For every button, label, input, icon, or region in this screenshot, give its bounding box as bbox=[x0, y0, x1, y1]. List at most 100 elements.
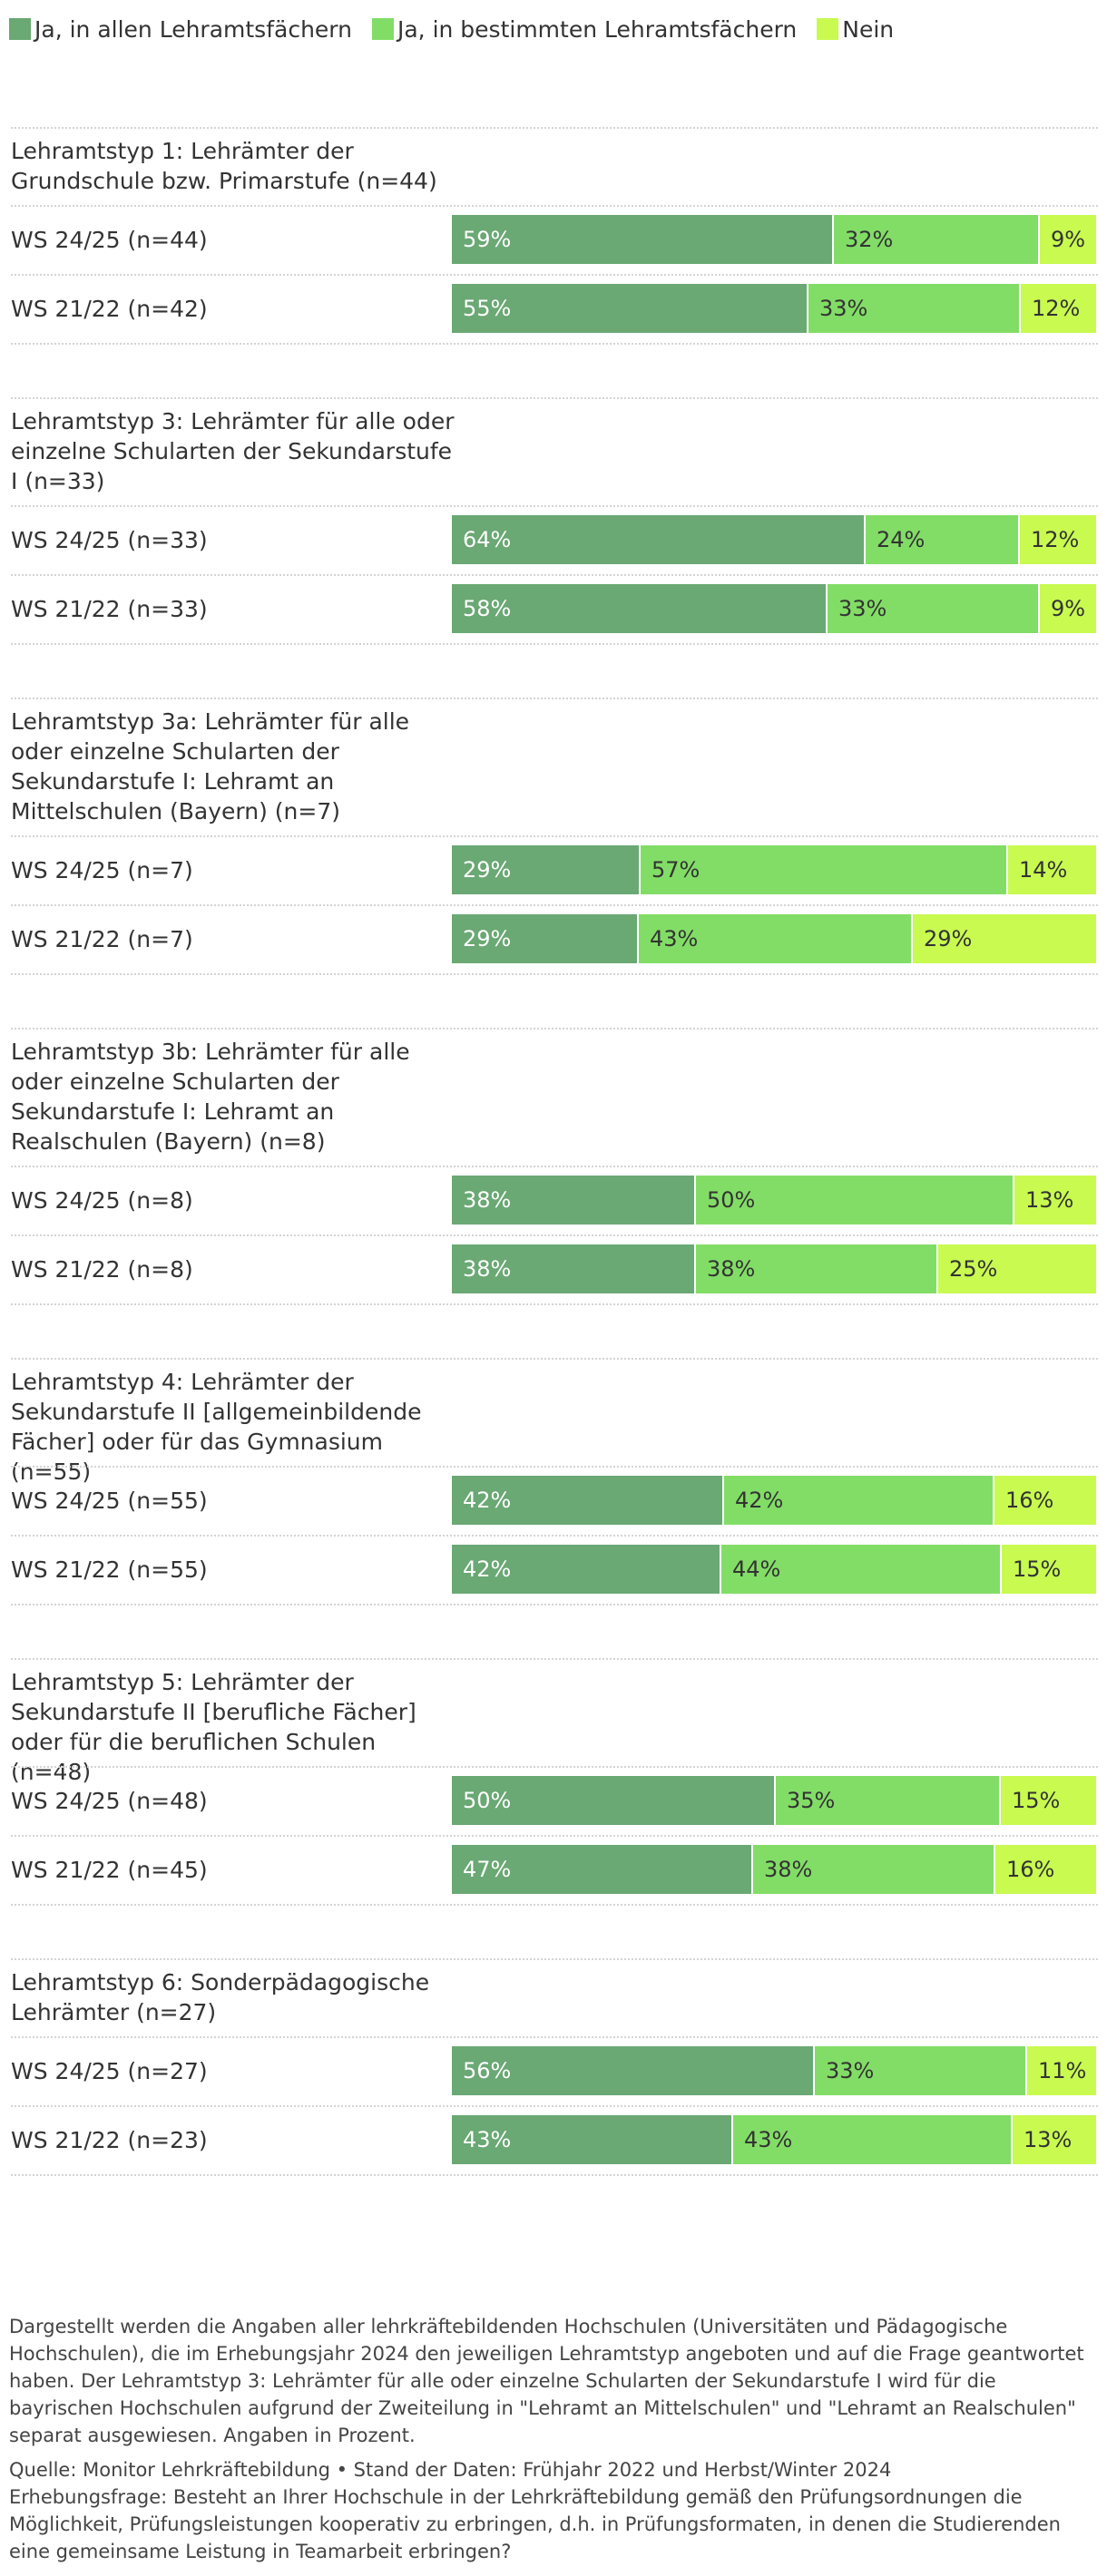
bar-segment-dark: 56% bbox=[452, 2046, 813, 2095]
data-label: 16% bbox=[1006, 1857, 1055, 1882]
bar-segment-light: 12% bbox=[1018, 515, 1096, 564]
row-divider bbox=[11, 973, 1098, 975]
data-label: 38% bbox=[463, 1256, 512, 1282]
data-label: 15% bbox=[1012, 1788, 1061, 1813]
notes-question: Erhebungsfrage: Besteht an Ihrer Hochsch… bbox=[9, 2486, 1061, 2562]
data-label: 57% bbox=[651, 857, 700, 883]
row-divider bbox=[11, 1958, 1098, 1960]
row-label: WS 21/22 (n=55) bbox=[11, 1556, 208, 1583]
row-label: WS 21/22 (n=7) bbox=[11, 925, 193, 952]
bar-segment-light: 15% bbox=[999, 1776, 1096, 1825]
bar-segment-dark: 29% bbox=[452, 914, 637, 963]
stacked-bar: 43% 43% 13% bbox=[452, 2115, 1096, 2164]
group-title: Lehramtstyp 1: Lehrämter der Grundschule… bbox=[11, 138, 437, 194]
data-label: 58% bbox=[463, 596, 512, 621]
row-label: WS 24/25 (n=33) bbox=[11, 526, 208, 553]
bar-segment-light: 11% bbox=[1025, 2046, 1096, 2095]
data-label: 42% bbox=[735, 1488, 784, 1513]
bar-segment-light: 29% bbox=[911, 914, 1096, 963]
stacked-bar: 38% 50% 13% bbox=[452, 1176, 1096, 1225]
stacked-bar: 38% 38% 25% bbox=[452, 1244, 1096, 1293]
bar-segment-light: 12% bbox=[1019, 284, 1096, 333]
group-title: Lehramtstyp 4: Lehrämter der Sekundarstu… bbox=[11, 1369, 422, 1485]
bar-segment-dark: 59% bbox=[452, 215, 832, 264]
stacked-bar-chart: Lehramtstyp 1: Lehrämter der Grundschule… bbox=[11, 127, 1098, 2176]
notes-description: Dargestellt werden die Angaben aller leh… bbox=[9, 2316, 1084, 2446]
bar-segment-mid: 33% bbox=[826, 584, 1038, 633]
stacked-bar: 59% 32% 9% bbox=[452, 215, 1096, 264]
data-label: 42% bbox=[463, 1488, 512, 1513]
row-divider bbox=[11, 1658, 1098, 1660]
data-label: 38% bbox=[463, 1187, 512, 1213]
row-label: WS 24/25 (n=48) bbox=[11, 1787, 208, 1814]
data-label: 13% bbox=[1025, 1187, 1074, 1213]
row-label: WS 21/22 (n=33) bbox=[11, 595, 208, 622]
bar-segment-light: 14% bbox=[1006, 845, 1096, 894]
row-divider bbox=[11, 1028, 1098, 1029]
bar-segment-mid: 33% bbox=[807, 284, 1019, 333]
stacked-bar: 47% 38% 16% bbox=[452, 1845, 1096, 1894]
data-label: 24% bbox=[877, 527, 926, 552]
row-divider bbox=[11, 205, 1098, 207]
bar-segment-light: 16% bbox=[994, 1845, 1096, 1894]
legend-label: Ja, in allen Lehramtsfächern bbox=[34, 15, 352, 43]
bar-segment-light: 13% bbox=[1013, 1176, 1096, 1225]
data-label: 12% bbox=[1032, 296, 1081, 321]
row-label: WS 21/22 (n=8) bbox=[11, 1255, 193, 1283]
data-label: 11% bbox=[1038, 2058, 1087, 2083]
row-divider bbox=[11, 904, 1098, 906]
data-label: 59% bbox=[463, 227, 512, 252]
row-label: WS 24/25 (n=8) bbox=[11, 1186, 193, 1214]
data-label: 14% bbox=[1019, 857, 1068, 883]
row-divider bbox=[11, 698, 1098, 699]
row-divider bbox=[11, 274, 1098, 276]
bar-segment-light: 16% bbox=[993, 1476, 1096, 1525]
stacked-bar: 50% 35% 15% bbox=[452, 1776, 1096, 1825]
legend-swatch-lime bbox=[817, 18, 839, 40]
legend-item-all-subjects: Ja, in allen Lehramtsfächern bbox=[9, 16, 352, 43]
row-divider bbox=[11, 643, 1098, 645]
row-label: WS 21/22 (n=23) bbox=[11, 2126, 208, 2153]
row-divider bbox=[11, 505, 1098, 507]
legend-item-no: Nein bbox=[817, 16, 894, 43]
bar-segment-dark: 29% bbox=[452, 845, 639, 894]
data-label: 35% bbox=[787, 1788, 836, 1813]
row-label: WS 24/25 (n=27) bbox=[11, 2057, 208, 2084]
row-divider bbox=[11, 397, 1098, 399]
stacked-bar: 29% 43% 29% bbox=[452, 914, 1096, 963]
row-divider bbox=[11, 343, 1098, 345]
data-label: 56% bbox=[463, 2058, 512, 2083]
bar-segment-mid: 38% bbox=[751, 1845, 994, 1894]
data-label: 33% bbox=[826, 2058, 875, 2083]
data-label: 25% bbox=[949, 1256, 998, 1282]
bar-segment-mid: 43% bbox=[637, 914, 911, 963]
row-divider bbox=[11, 127, 1098, 129]
bar-segment-dark: 47% bbox=[452, 1845, 751, 1894]
legend-swatch-green bbox=[371, 18, 394, 40]
data-label: 43% bbox=[650, 926, 699, 951]
legend-label: Nein bbox=[842, 15, 895, 43]
bar-segment-mid: 33% bbox=[813, 2046, 1025, 2095]
bar-segment-mid: 24% bbox=[864, 515, 1018, 564]
bar-segment-mid: 38% bbox=[694, 1244, 936, 1293]
chart-notes: Dargestellt werden die Angaben aller leh… bbox=[9, 2313, 1093, 2565]
data-label: 43% bbox=[744, 2127, 793, 2152]
data-label: 47% bbox=[463, 1857, 512, 1882]
legend: Ja, in allen Lehramtsfächern Ja, in best… bbox=[9, 11, 914, 47]
data-label: 33% bbox=[819, 296, 868, 321]
data-label: 43% bbox=[463, 2127, 512, 2152]
row-divider bbox=[11, 2105, 1098, 2107]
data-label: 29% bbox=[924, 926, 973, 951]
row-divider bbox=[11, 2174, 1098, 2176]
data-label: 42% bbox=[463, 1556, 512, 1582]
row-label: WS 24/25 (n=55) bbox=[11, 1487, 208, 1514]
legend-swatch-dark-green bbox=[9, 18, 31, 40]
data-label: 32% bbox=[845, 227, 894, 252]
row-divider bbox=[11, 1234, 1098, 1236]
data-label: 15% bbox=[1013, 1556, 1062, 1582]
row-divider bbox=[11, 1835, 1098, 1837]
bar-segment-mid: 42% bbox=[722, 1476, 993, 1525]
row-label: WS 24/25 (n=7) bbox=[11, 856, 193, 883]
group-title: Lehramtstyp 3a: Lehrämter für alle oder … bbox=[11, 708, 410, 825]
bar-segment-mid: 43% bbox=[731, 2115, 1011, 2164]
